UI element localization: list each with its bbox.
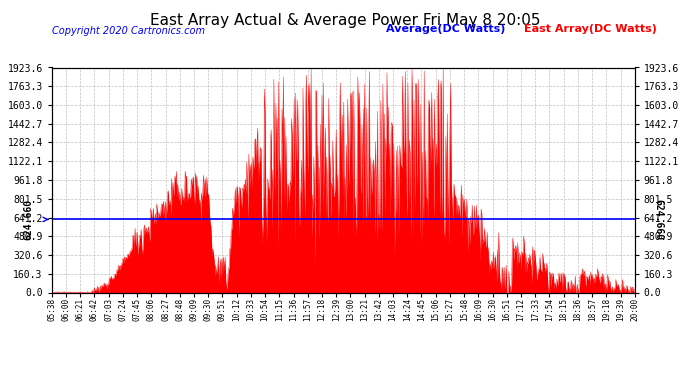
Text: East Array(DC Watts): East Array(DC Watts) [524,24,658,34]
Text: Copyright 2020 Cartronics.com: Copyright 2020 Cartronics.com [52,26,205,36]
Text: 624.660: 624.660 [653,199,663,240]
Text: Average(DC Watts): Average(DC Watts) [386,24,506,34]
Text: 624.660: 624.660 [23,199,33,240]
Text: East Array Actual & Average Power Fri May 8 20:05: East Array Actual & Average Power Fri Ma… [150,13,540,28]
